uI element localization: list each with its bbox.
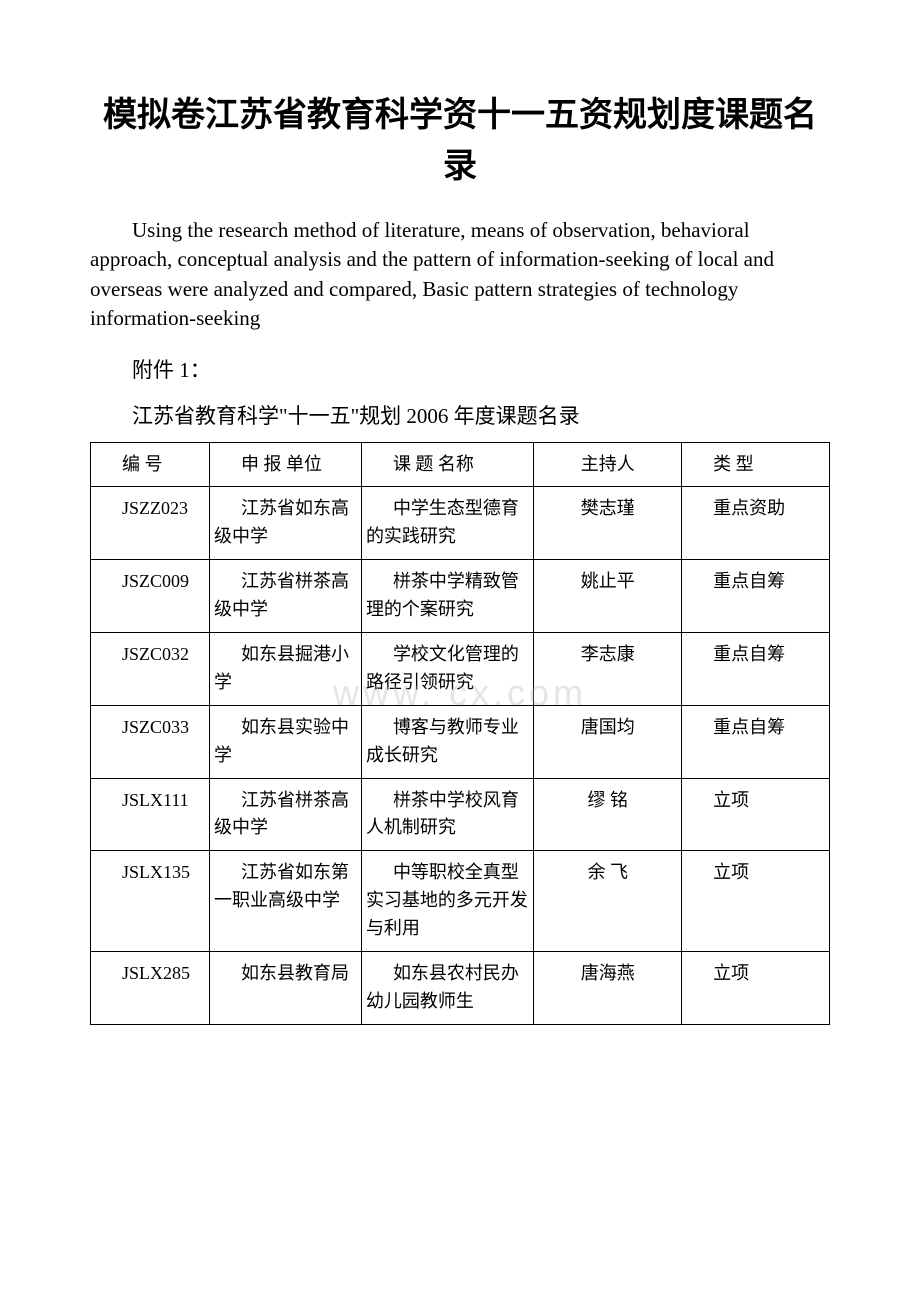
cell-type: 重点自筹	[682, 633, 830, 706]
col-header-unit: 申 报 单位	[210, 442, 362, 487]
cell-unit: 如东县教育局	[210, 952, 362, 1025]
abstract-paragraph: Using the research method of literature,…	[90, 216, 830, 334]
table-row: JSLX135 江苏省如东第一职业高级中学 中等职校全真型实习基地的多元开发与利…	[91, 851, 830, 952]
cell-id: JSZC032	[91, 633, 210, 706]
topics-table: 编 号 申 报 单位 课 题 名称 主持人 类 型 JSZZ023 江苏省如东高…	[90, 442, 830, 1025]
col-header-topic: 课 题 名称	[361, 442, 533, 487]
table-row: JSLX285 如东县教育局 如东县农村民办幼儿园教师生 唐海燕 立项	[91, 952, 830, 1025]
document-title: 模拟卷江苏省教育科学资十一五资规划度课题名录	[90, 90, 830, 192]
cell-host: 樊志瑾	[534, 487, 682, 560]
cell-unit: 如东县实验中学	[210, 705, 362, 778]
cell-id: JSLX135	[91, 851, 210, 952]
col-header-id: 编 号	[91, 442, 210, 487]
table-row: JSZC033 如东县实验中学 博客与教师专业成长研究 唐国均 重点自筹	[91, 705, 830, 778]
cell-topic: 如东县农村民办幼儿园教师生	[361, 952, 533, 1025]
cell-host: 李志康	[534, 633, 682, 706]
cell-topic: 中等职校全真型实习基地的多元开发与利用	[361, 851, 533, 952]
cell-host: 唐国均	[534, 705, 682, 778]
cell-topic: 学校文化管理的路径引领研究	[361, 633, 533, 706]
document-page: www. cx.com 模拟卷江苏省教育科学资十一五资规划度课题名录 Using…	[90, 90, 830, 1025]
cell-host: 姚止平	[534, 560, 682, 633]
cell-type: 立项	[682, 952, 830, 1025]
cell-type: 立项	[682, 851, 830, 952]
cell-topic: 中学生态型德育的实践研究	[361, 487, 533, 560]
cell-id: JSLX285	[91, 952, 210, 1025]
cell-unit: 江苏省如东第一职业高级中学	[210, 851, 362, 952]
col-header-host: 主持人	[534, 442, 682, 487]
table-header-row: 编 号 申 报 单位 课 题 名称 主持人 类 型	[91, 442, 830, 487]
cell-type: 重点自筹	[682, 705, 830, 778]
cell-id: JSLX111	[91, 778, 210, 851]
cell-topic: 博客与教师专业成长研究	[361, 705, 533, 778]
cell-topic: 栟茶中学校风育人机制研究	[361, 778, 533, 851]
cell-unit: 江苏省栟茶高级中学	[210, 778, 362, 851]
cell-id: JSZZ023	[91, 487, 210, 560]
cell-host: 缪 铭	[534, 778, 682, 851]
cell-unit: 江苏省栟茶高级中学	[210, 560, 362, 633]
table-row: JSLX111 江苏省栟茶高级中学 栟茶中学校风育人机制研究 缪 铭 立项	[91, 778, 830, 851]
subtitle: 江苏省教育科学"十一五"规划 2006 年度课题名录	[90, 400, 830, 430]
attachment-label: 附件 1：	[90, 354, 830, 384]
cell-type: 立项	[682, 778, 830, 851]
cell-unit: 江苏省如东高级中学	[210, 487, 362, 560]
cell-unit: 如东县掘港小学	[210, 633, 362, 706]
cell-host: 余 飞	[534, 851, 682, 952]
cell-type: 重点资助	[682, 487, 830, 560]
table-row: JSZZ023 江苏省如东高级中学 中学生态型德育的实践研究 樊志瑾 重点资助	[91, 487, 830, 560]
cell-id: JSZC009	[91, 560, 210, 633]
cell-topic: 栟茶中学精致管理的个案研究	[361, 560, 533, 633]
col-header-type: 类 型	[682, 442, 830, 487]
table-row: JSZC032 如东县掘港小学 学校文化管理的路径引领研究 李志康 重点自筹	[91, 633, 830, 706]
cell-id: JSZC033	[91, 705, 210, 778]
cell-type: 重点自筹	[682, 560, 830, 633]
table-row: JSZC009 江苏省栟茶高级中学 栟茶中学精致管理的个案研究 姚止平 重点自筹	[91, 560, 830, 633]
cell-host: 唐海燕	[534, 952, 682, 1025]
